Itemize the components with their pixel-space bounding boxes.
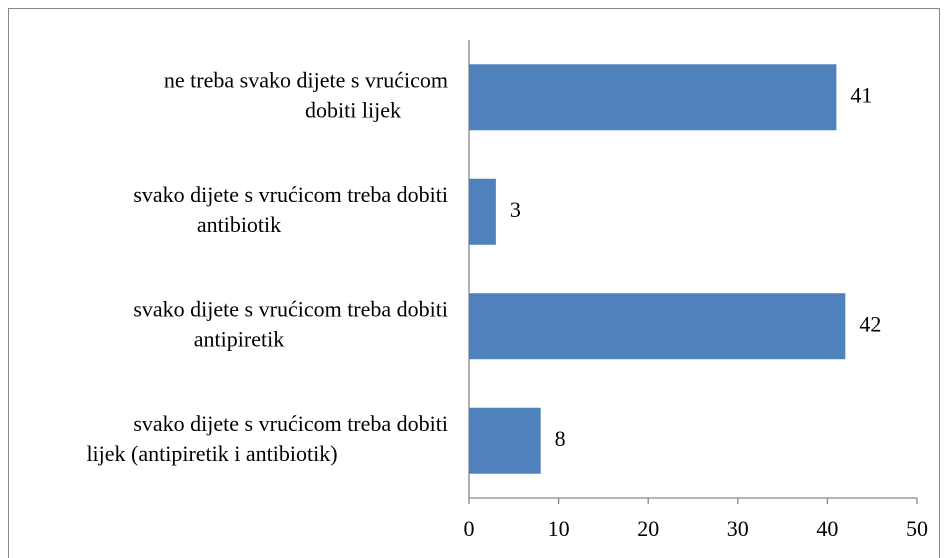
x-tick-label: 50 xyxy=(906,516,928,541)
bar xyxy=(469,407,541,474)
bar xyxy=(469,178,496,245)
value-label: 41 xyxy=(850,82,872,107)
value-label: 8 xyxy=(555,426,566,451)
value-label: 42 xyxy=(859,311,881,336)
y-tick-label: svako dijete s vrućicom treba dobiti anti… xyxy=(133,182,448,237)
x-tick-label: 20 xyxy=(637,516,659,541)
y-tick-label: ne treba svako dijete s vrućicom dobiti l… xyxy=(164,67,448,122)
x-tick-label: 30 xyxy=(727,516,749,541)
bar xyxy=(469,293,846,360)
y-tick-label: svako dijete s vrućicom treba dobiti lije… xyxy=(86,411,448,466)
x-tick-label: 10 xyxy=(548,516,570,541)
x-tick-label: 0 xyxy=(464,516,475,541)
y-tick-label: svako dijete s vrućicom treba dobiti anti… xyxy=(133,296,448,351)
x-tick-label: 40 xyxy=(816,516,838,541)
value-label: 3 xyxy=(510,197,521,222)
bar xyxy=(469,64,837,131)
